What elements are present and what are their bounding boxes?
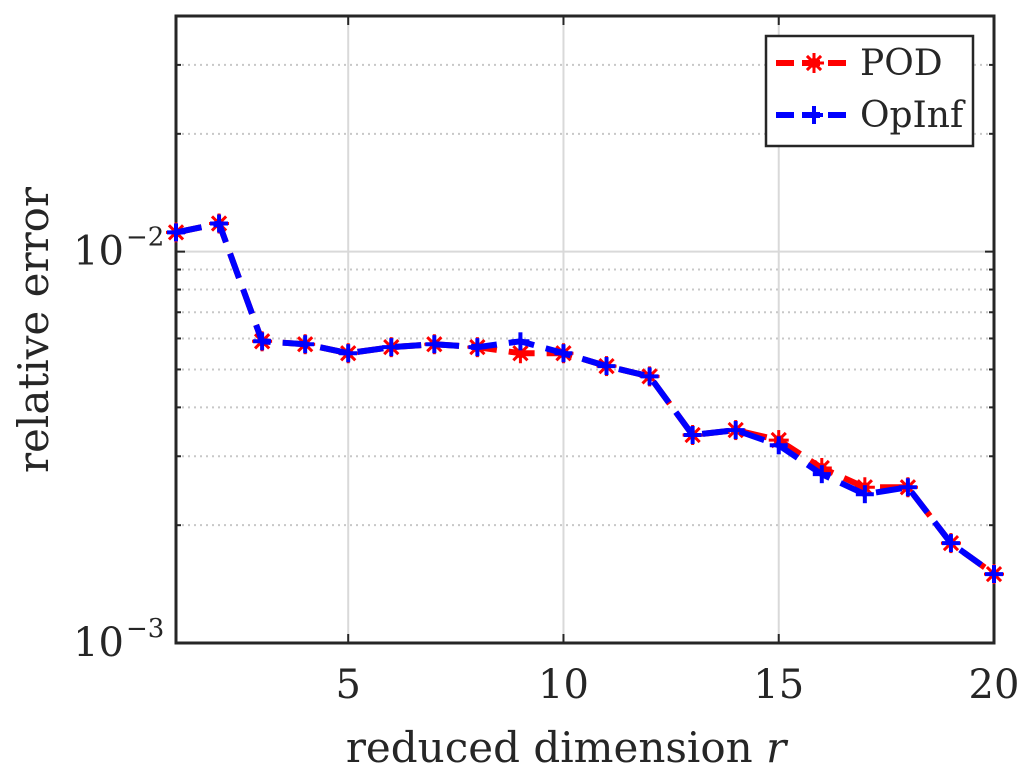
data-point-plus — [253, 332, 272, 351]
series-opinf — [167, 214, 1003, 584]
data-point-plus — [683, 425, 702, 444]
data-point-plus — [167, 223, 185, 242]
data-point-plus — [382, 338, 401, 357]
legend-item: OpInf — [776, 95, 966, 136]
data-point-plus — [468, 338, 487, 357]
data-point-star — [510, 343, 531, 364]
x-tick-label: 5 — [335, 662, 360, 708]
x-tick-label: 10 — [538, 662, 589, 708]
legend-label: POD — [860, 43, 943, 84]
series-line — [175, 220, 996, 577]
data-point-plus — [339, 344, 358, 363]
data-point-plus — [812, 465, 831, 484]
data-point-plus — [210, 214, 229, 233]
series-line — [175, 220, 996, 577]
data-point-plus — [640, 367, 659, 386]
data-point-plus — [726, 421, 745, 440]
data-point-plus — [554, 344, 573, 363]
data-point-plus — [985, 565, 1003, 584]
y-tick-exponent: −2 — [126, 223, 164, 253]
series-layer — [166, 213, 1004, 585]
plot-frame — [174, 14, 996, 645]
x-axis-label: reduced dimension r — [346, 723, 789, 772]
legend-item: POD — [776, 43, 943, 84]
data-point-plus — [941, 534, 960, 553]
legend-label: OpInf — [860, 95, 966, 136]
data-point-plus — [425, 335, 444, 354]
data-point-plus — [898, 478, 917, 497]
y-axis-label: relative error — [9, 186, 58, 473]
data-point-plus — [769, 436, 788, 455]
x-tick-label: 20 — [969, 662, 1020, 708]
legend: POD OpInf — [764, 34, 975, 148]
legend-box — [764, 34, 975, 148]
data-point-plus — [597, 357, 616, 376]
data-point-plus — [805, 106, 823, 124]
data-point-plus — [855, 485, 874, 504]
data-point-plus — [511, 332, 530, 351]
y-tick-base: 10 — [73, 229, 124, 275]
data-point-plus — [296, 335, 315, 354]
y-tick-base: 10 — [73, 620, 124, 666]
y-tick-exponent: −3 — [126, 614, 164, 644]
y-tick-label: 10 −2 — [73, 223, 164, 275]
x-tick-label: 15 — [753, 662, 804, 708]
y-tick-label: 10 −3 — [73, 614, 164, 666]
data-point-star — [804, 53, 824, 73]
